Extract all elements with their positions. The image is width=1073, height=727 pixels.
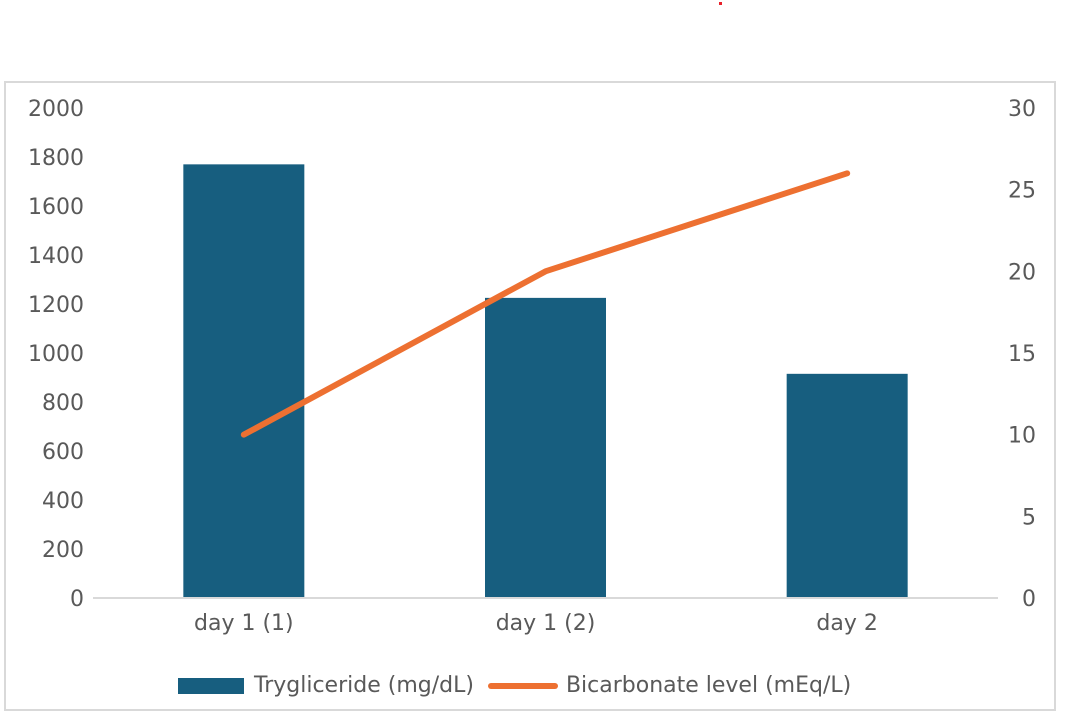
right-axis-tick: 15: [1008, 342, 1036, 367]
x-axis-category-label: day 1 (2): [496, 611, 596, 636]
left-axis-tick: 600: [42, 440, 84, 465]
left-axis-tick: 1600: [28, 195, 84, 220]
right-axis-tick: 0: [1022, 587, 1036, 612]
legend-line-swatch-icon: [487, 682, 558, 689]
bar-trygliceride: [485, 297, 606, 598]
bar-trygliceride: [183, 164, 305, 598]
left-axis-tick: 200: [42, 538, 84, 563]
right-axis-tick: 25: [1008, 179, 1036, 204]
left-axis-tick: 1800: [28, 146, 84, 171]
left-axis-tick: 1400: [28, 244, 84, 269]
legend-line-label: Bicarbonate level (mEq/L): [565, 673, 852, 698]
left-axis-tick: 400: [42, 489, 84, 514]
bar-trygliceride: [786, 373, 908, 598]
left-axis-tick: 0: [70, 587, 84, 612]
line-bicarbonate: [240, 170, 851, 438]
right-axis-tick: 20: [1008, 260, 1036, 285]
chart-frame: [4, 81, 1056, 711]
legend-bar-label: Trygliceride (mg/dL): [254, 673, 474, 698]
right-axis-tick: 5: [1022, 505, 1036, 530]
left-axis-tick: 2000: [28, 97, 84, 122]
right-axis-tick: 10: [1008, 424, 1036, 449]
x-axis-category-label: day 2: [816, 611, 877, 636]
x-axis-category-label: day 1 (1): [194, 611, 294, 636]
legend: Trygliceride (mg/dL) Bicarbonate level (…: [178, 673, 851, 698]
left-axis-tick: 800: [42, 391, 84, 416]
left-axis-tick: 1200: [28, 293, 84, 318]
legend-bar-swatch-icon: [178, 677, 244, 694]
right-axis-tick: 30: [1008, 97, 1036, 122]
stray-red-dot: [719, 2, 722, 5]
left-axis-tick: 1000: [28, 342, 84, 367]
